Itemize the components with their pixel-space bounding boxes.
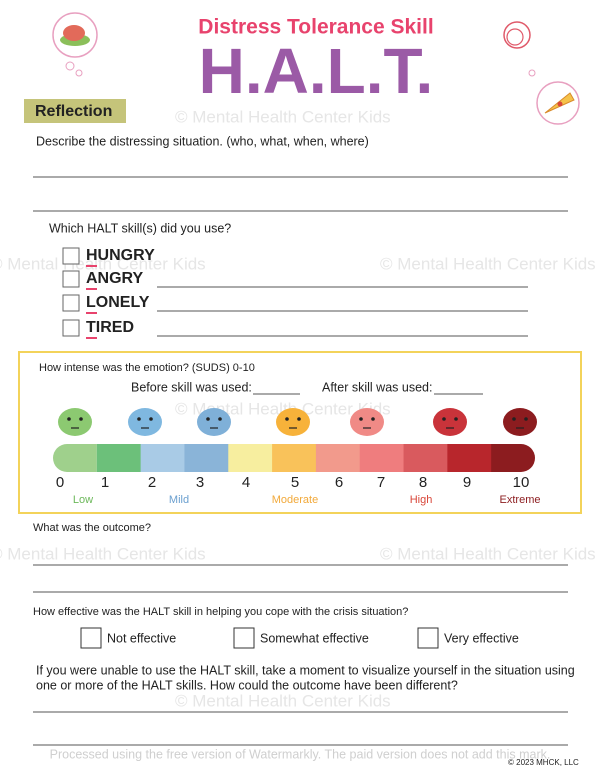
question: one or more of the HALT skills. How coul… bbox=[36, 678, 458, 692]
scale-segment bbox=[403, 444, 448, 472]
section-title: Reflection bbox=[35, 103, 112, 120]
checkbox[interactable] bbox=[417, 627, 439, 649]
question: How intense was the emotion? (SUDS) 0-10 bbox=[39, 362, 255, 374]
scale-label: Extreme bbox=[500, 494, 541, 506]
emotion-face bbox=[128, 408, 162, 436]
skill-label: ANGRY bbox=[86, 270, 144, 287]
scale-number: 10 bbox=[513, 474, 530, 491]
question: If you were unable to use the HALT skill… bbox=[36, 663, 575, 677]
scale-segment bbox=[272, 444, 317, 472]
emotion-face bbox=[350, 408, 384, 436]
skill-label: HUNGRY bbox=[86, 247, 155, 264]
checkbox[interactable] bbox=[62, 270, 80, 288]
scale-number: 1 bbox=[101, 474, 109, 491]
suds-scale: 0 1 2 3 4 5 6 7 8 9 10 Low Mild Moderate High Extreme bbox=[53, 408, 540, 506]
intensity-box bbox=[18, 351, 582, 514]
scale-number: 6 bbox=[335, 474, 343, 491]
face-eye bbox=[67, 417, 71, 421]
subtitle: Distress Tolerance Skill bbox=[198, 16, 433, 39]
checkbox[interactable] bbox=[62, 247, 80, 265]
effectiveness-options: Not effective Somewhat effective Very effe… bbox=[80, 627, 519, 649]
face-eye bbox=[359, 417, 363, 421]
watermark-notice: Processed using the free version of Wate… bbox=[50, 747, 551, 761]
checkbox[interactable] bbox=[62, 319, 80, 337]
scale-label: Low bbox=[73, 494, 93, 506]
checkbox[interactable] bbox=[62, 294, 80, 312]
watermark: © Mental Health Center Kids bbox=[0, 254, 206, 273]
watermark: © Mental Health Center Kids bbox=[0, 544, 206, 563]
skill-label: TIRED bbox=[86, 319, 134, 336]
watermark: © Mental Health Center Kids bbox=[175, 107, 391, 126]
watermark: © Mental Health Center Kids bbox=[380, 544, 596, 563]
emotion-face bbox=[503, 408, 537, 436]
scale-segment bbox=[184, 444, 229, 472]
scale-number: 4 bbox=[242, 474, 250, 491]
face-eye bbox=[512, 417, 516, 421]
scale-number: 7 bbox=[377, 474, 385, 491]
face-eye bbox=[79, 417, 83, 421]
face-eye bbox=[524, 417, 528, 421]
question: Describe the distressing situation. (who… bbox=[36, 134, 369, 148]
scale-segment bbox=[67, 444, 97, 472]
emotion-face bbox=[276, 408, 310, 436]
checkbox[interactable] bbox=[233, 627, 255, 649]
scale-segment bbox=[491, 444, 521, 472]
face-eye bbox=[371, 417, 375, 421]
question: What was the outcome? bbox=[33, 522, 151, 534]
watermark: © Mental Health Center Kids bbox=[175, 399, 391, 418]
watermark: © Mental Health Center Kids bbox=[380, 254, 596, 273]
icon-pizza bbox=[528, 69, 580, 125]
scale-number: 9 bbox=[463, 474, 471, 491]
face-eye bbox=[206, 417, 210, 421]
emotion-face bbox=[58, 408, 92, 436]
scale-segment bbox=[315, 444, 361, 472]
scale-segment bbox=[359, 444, 405, 472]
checkbox[interactable] bbox=[80, 627, 102, 649]
face-eye bbox=[285, 417, 289, 421]
prompt: Before skill was used: bbox=[131, 380, 252, 394]
skill-list: HUNGRY ANGRY LONELY TIRED bbox=[62, 247, 528, 339]
question: Which HALT skill(s) did you use? bbox=[49, 221, 231, 235]
skill-label: LONELY bbox=[86, 294, 150, 311]
section-badge bbox=[24, 99, 126, 123]
icon-scribble bbox=[503, 21, 531, 49]
scale-number: 0 bbox=[56, 474, 64, 491]
option-label: Very effective bbox=[444, 631, 519, 645]
scale-number: 3 bbox=[196, 474, 204, 491]
option-label: Not effective bbox=[107, 631, 176, 645]
watermark: © Mental Health Center Kids bbox=[175, 691, 391, 710]
face-eye bbox=[454, 417, 458, 421]
question: How effective was the HALT skill in help… bbox=[33, 606, 408, 618]
copyright: © 2023 MHCK, LLC bbox=[508, 758, 579, 767]
option-label: Somewhat effective bbox=[260, 631, 369, 645]
scale-segment bbox=[228, 444, 273, 472]
face-eye bbox=[297, 417, 301, 421]
face-eye bbox=[149, 417, 153, 421]
watermarks: © Mental Health Center Kids © Mental Hea… bbox=[0, 107, 596, 710]
face-eye bbox=[218, 417, 222, 421]
prompt: After skill was used: bbox=[322, 380, 432, 394]
face-eye bbox=[442, 417, 446, 421]
scale-number: 5 bbox=[291, 474, 299, 491]
scale-segment bbox=[96, 444, 142, 472]
emotion-face bbox=[197, 408, 231, 436]
face-eye bbox=[137, 417, 141, 421]
title: H.A.L.T. bbox=[199, 35, 434, 107]
scale-number: 8 bbox=[419, 474, 427, 491]
scale-segment bbox=[447, 444, 492, 472]
scale-segment bbox=[140, 444, 185, 472]
scale-label: Moderate bbox=[272, 494, 318, 506]
emotion-face bbox=[433, 408, 467, 436]
scale-number: 2 bbox=[148, 474, 156, 491]
icon-turkey bbox=[52, 12, 98, 77]
scale-label: High bbox=[410, 494, 433, 506]
scale-label: Mild bbox=[169, 494, 189, 506]
